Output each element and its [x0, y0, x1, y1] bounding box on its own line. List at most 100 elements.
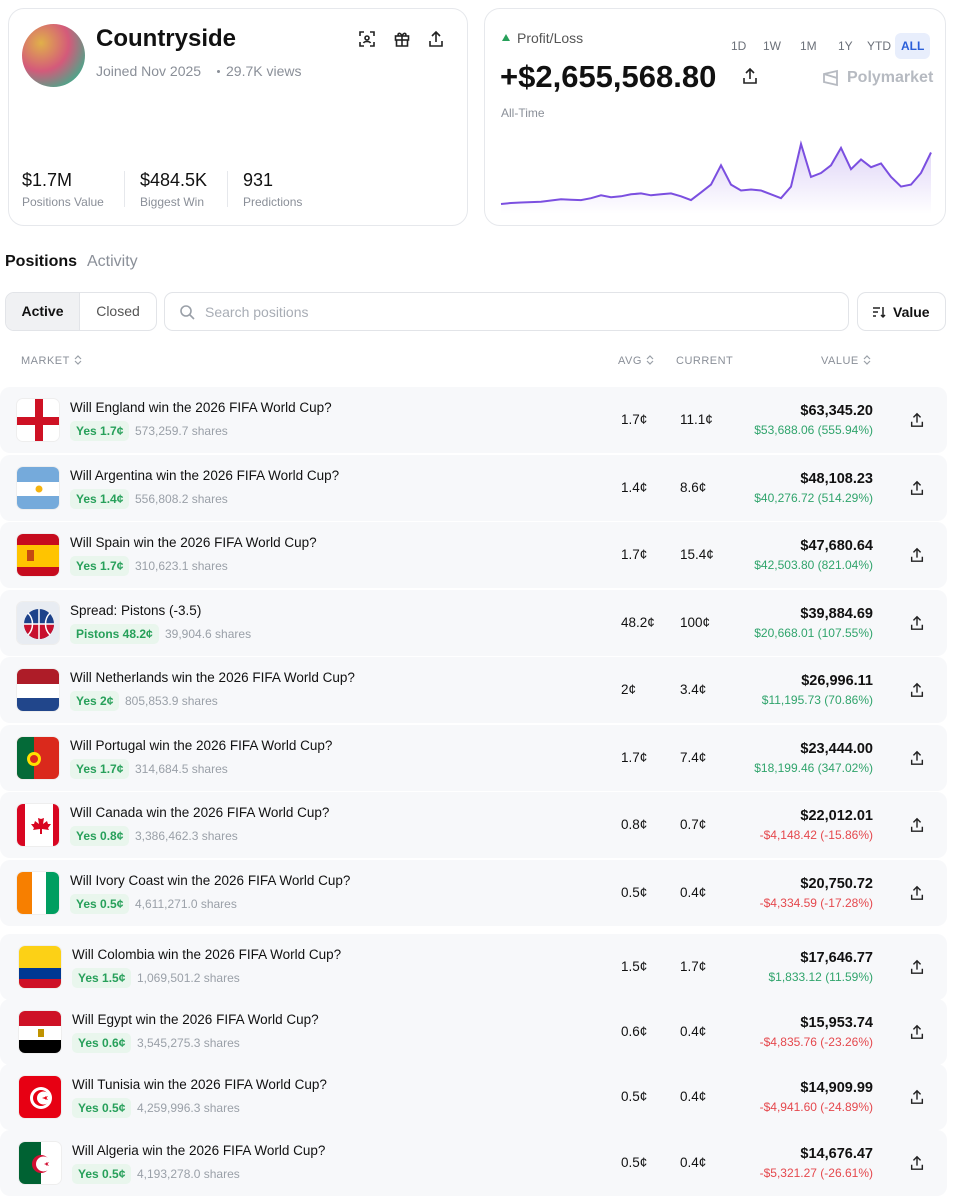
position-row[interactable]: Will Tunisia win the 2026 FIFA World Cup…: [0, 1064, 947, 1131]
position-row[interactable]: Will Algeria win the 2026 FIFA World Cup…: [0, 1129, 947, 1196]
outcome-chip: Yes 0.5¢: [72, 1098, 132, 1119]
row-share-button[interactable]: [909, 1024, 925, 1040]
share-button[interactable]: [427, 30, 445, 48]
outcome-chip: Yes 1.7¢: [70, 758, 130, 779]
row-share-button[interactable]: [909, 885, 925, 901]
outcome-chip: Yes 1.7¢: [70, 421, 130, 441]
position-row[interactable]: Will Canada win the 2026 FIFA World Cup?…: [0, 792, 947, 858]
row-share-button[interactable]: [909, 412, 925, 428]
shares: 4,259,996.3 shares: [137, 1101, 240, 1116]
tab[interactable]: Positions: [5, 253, 78, 270]
current-price: 1.7¢: [680, 959, 707, 974]
filter-button[interactable]: Active: [6, 293, 80, 330]
pnl-card: Profit/Loss 1D 1W 1M 1Y YTD ALL +$2,655,568.8…: [484, 8, 946, 226]
scan-button[interactable]: [358, 30, 376, 48]
outcome-chip: Yes 0.6¢: [72, 1033, 132, 1054]
range-button[interactable]: 1W: [763, 39, 781, 53]
row-share-button[interactable]: [909, 750, 925, 766]
position-row[interactable]: Spread: Pistons (-3.5) Pistons 48.2¢ 39,90…: [0, 589, 947, 656]
column-header: MARKET: [21, 355, 82, 367]
market-title: Will Netherlands win the 2026 FIFA World…: [70, 670, 355, 685]
position-row[interactable]: Will Portugal win the 2026 FIFA World Cu…: [0, 724, 947, 791]
sort-label: Value: [893, 304, 930, 320]
filter-button[interactable]: Closed: [96, 303, 140, 319]
current-price: 3.4¢: [680, 682, 707, 697]
stat-label: Predictions: [243, 195, 303, 209]
row-share-button[interactable]: [909, 547, 925, 563]
row-share-button[interactable]: [909, 682, 925, 698]
market-title: Will Argentina win the 2026 FIFA World C…: [70, 467, 340, 483]
position-row[interactable]: Will Spain win the 2026 FIFA World Cup? Y…: [0, 522, 947, 588]
position-row[interactable]: Will Ivory Coast win the 2026 FIFA World…: [0, 859, 947, 926]
shares: 556,808.2 shares: [135, 491, 228, 506]
position-row[interactable]: Will Argentina win the 2026 FIFA World C…: [0, 454, 947, 521]
row-share-button[interactable]: [909, 1089, 925, 1105]
position-value: $63,345.20: [800, 403, 873, 419]
shares: 805,853.9 shares: [125, 694, 218, 708]
avg-price: 2¢: [621, 682, 637, 697]
market-icon: [18, 1075, 62, 1120]
pnl-value: +$2,655,568.80: [500, 59, 717, 94]
stat-value: $484.5K: [140, 170, 208, 190]
position-pnl: $1,833.12 (11.59%): [768, 970, 873, 984]
market-title: Will Algeria win the 2026 FIFA World Cup…: [72, 1142, 326, 1158]
current-price: 7.4¢: [680, 749, 707, 765]
market-icon: [16, 465, 60, 510]
search-box[interactable]: Search positions: [164, 292, 849, 331]
area: [501, 144, 931, 214]
range-button[interactable]: 1M: [800, 39, 817, 53]
shares: 573,259.7 shares: [135, 424, 228, 438]
position-value: $39,884.69: [800, 605, 873, 622]
views: 29.7K views: [226, 63, 302, 79]
position-row[interactable]: Will Egypt win the 2026 FIFA World Cup? Y…: [0, 999, 947, 1066]
avg-price: 0.5¢: [621, 884, 648, 900]
row-share-button[interactable]: [909, 817, 925, 833]
market-title: Spread: Pistons (-3.5): [70, 602, 202, 618]
outcome-chip: Yes 1.7¢: [70, 556, 130, 576]
position-row[interactable]: Will Colombia win the 2026 FIFA World Cu…: [0, 934, 947, 1000]
position-pnl: $20,668.01 (107.55%): [754, 625, 873, 640]
row-share-button[interactable]: [909, 1155, 925, 1171]
row-share-button[interactable]: [909, 480, 925, 496]
position-row[interactable]: Will Netherlands win the 2026 FIFA World…: [0, 657, 947, 723]
filter-group: Active Closed: [5, 292, 157, 331]
row-share-button[interactable]: [909, 615, 925, 631]
position-value: $26,996.11: [801, 673, 873, 689]
shares: 4,611,271.0 shares: [135, 896, 237, 911]
market-title: Will England win the 2026 FIFA World Cup…: [70, 400, 332, 415]
position-pnl: -$4,835.76 (-23.26%): [759, 1035, 873, 1050]
market-icon: [16, 668, 60, 712]
profile-card: Countryside Joined Nov 2025 29.7K views …: [8, 8, 468, 226]
market-icon: [18, 1140, 62, 1185]
shares: 314,684.5 shares: [135, 761, 228, 776]
stat-value: $1.7M: [22, 170, 73, 190]
position-pnl: -$4,148.42 (-15.86%): [759, 828, 873, 842]
shares: 310,623.1 shares: [135, 559, 228, 573]
position-row[interactable]: Will England win the 2026 FIFA World Cup…: [0, 387, 947, 453]
position-pnl: $42,503.80 (821.04%): [754, 558, 873, 572]
search-placeholder: Search positions: [205, 304, 309, 320]
gift-button[interactable]: [393, 30, 411, 48]
market-icon: [16, 870, 60, 915]
avg-price: 1.7¢: [621, 547, 648, 562]
shares: 39,904.6 shares: [165, 626, 252, 641]
market-icon: [16, 735, 60, 780]
range-button[interactable]: 1Y: [838, 39, 853, 53]
market-icon: [18, 945, 62, 989]
current-price: 100¢: [680, 614, 711, 630]
position-value: $14,676.47: [800, 1145, 873, 1162]
share-pnl-button[interactable]: [741, 67, 759, 85]
range-button[interactable]: YTD: [867, 39, 891, 53]
tab[interactable]: Activity: [87, 253, 138, 270]
stat-label: Positions Value: [22, 195, 104, 209]
market-icon: [16, 533, 60, 577]
period: All-Time: [501, 106, 545, 120]
position-value: $23,444.00: [800, 740, 873, 757]
row-share-button[interactable]: [909, 959, 925, 975]
position-pnl: -$4,941.60 (-24.89%): [759, 1100, 873, 1115]
range-button[interactable]: ALL: [895, 33, 931, 59]
avg-price: 0.5¢: [621, 1154, 648, 1170]
position-pnl: $40,276.72 (514.29%): [754, 490, 873, 505]
sort-button[interactable]: Value: [857, 292, 946, 331]
range-button[interactable]: 1D: [731, 39, 747, 53]
